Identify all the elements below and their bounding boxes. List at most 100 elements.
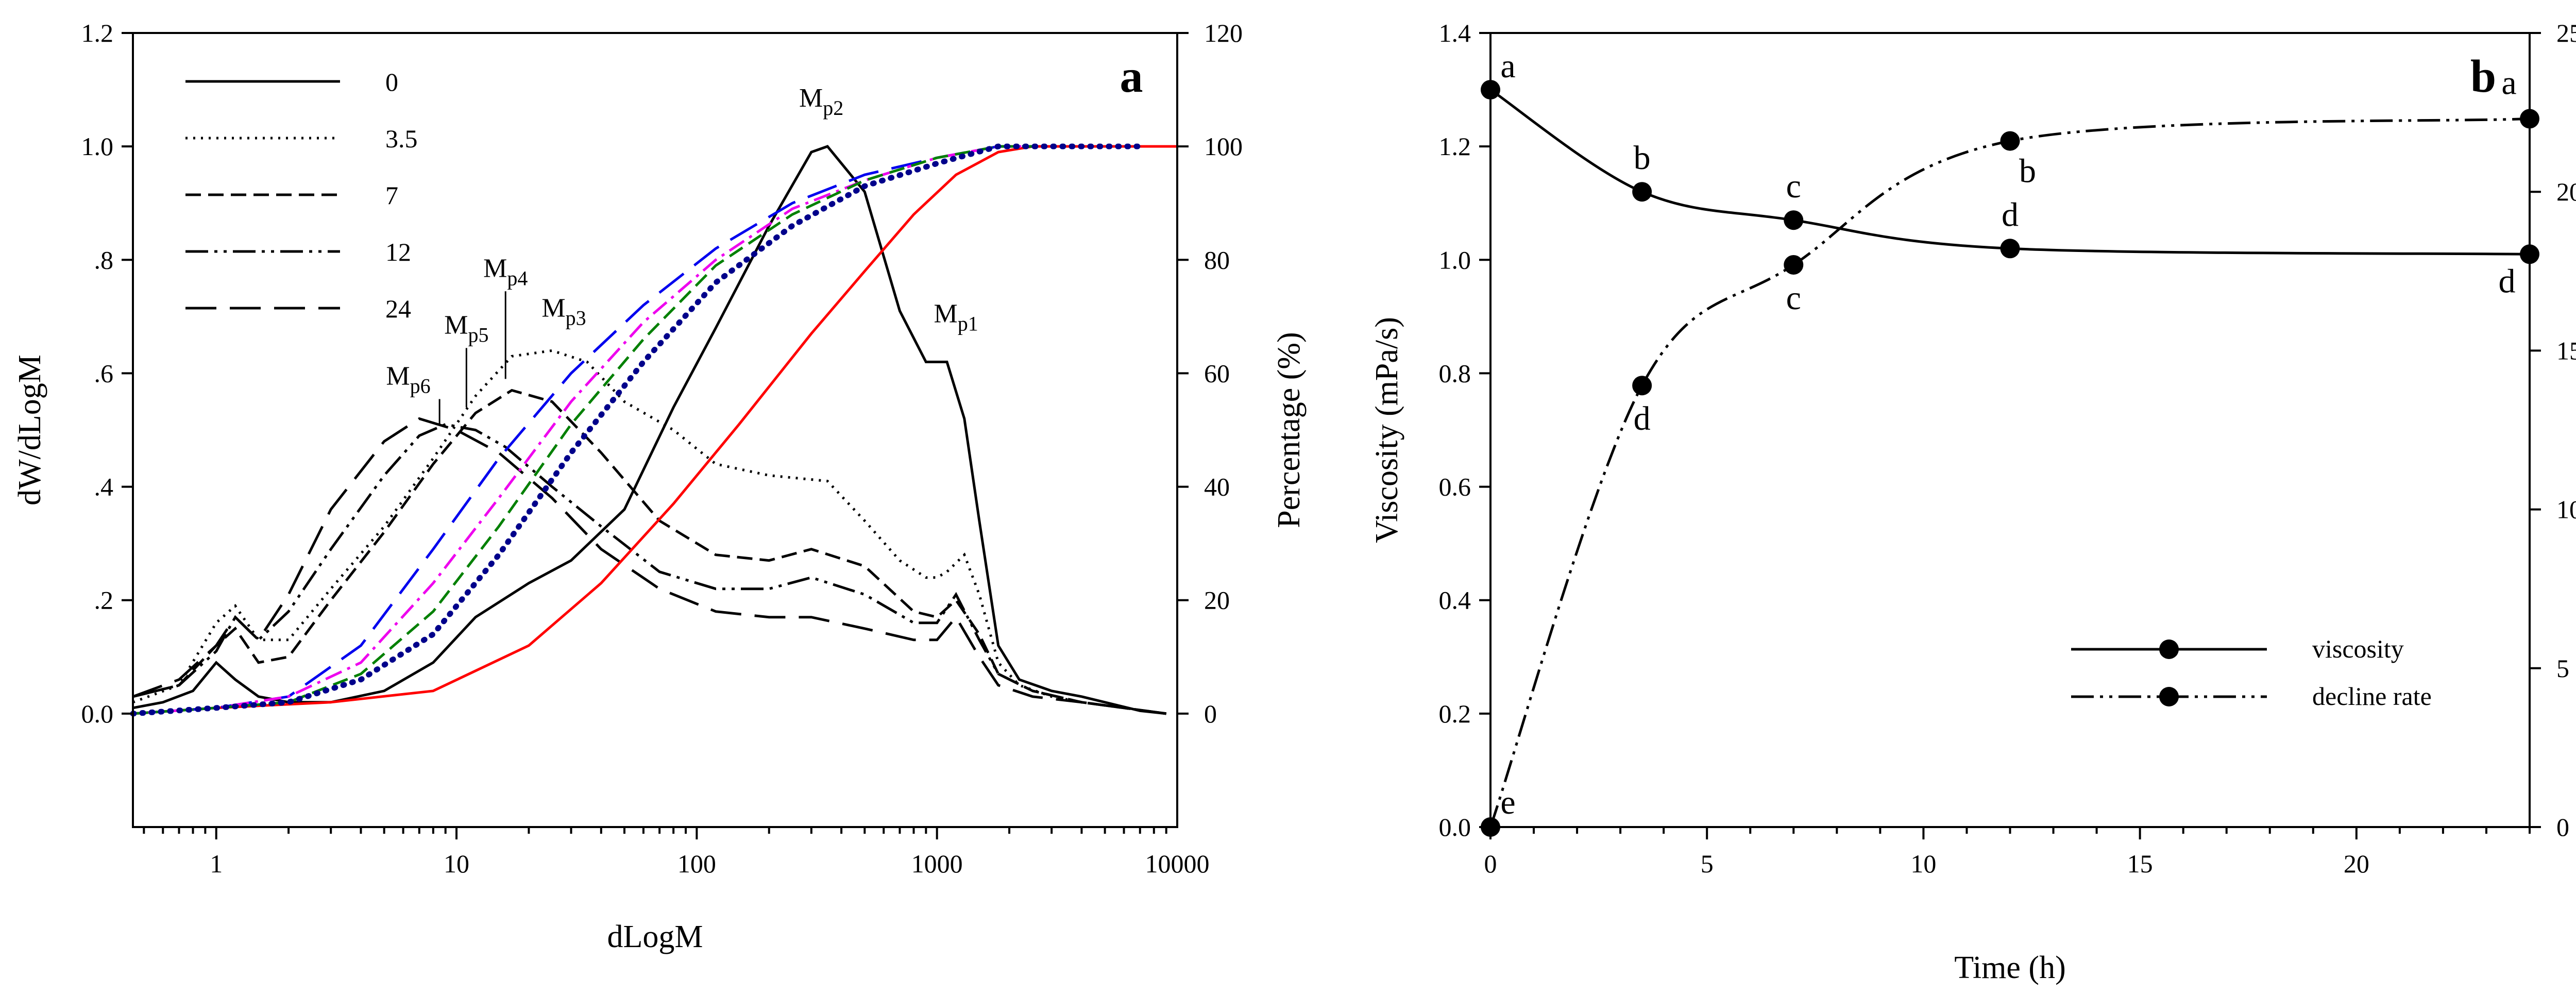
panel-b-ytick-label: 0.0 xyxy=(1439,813,1471,841)
panel-b-data-point xyxy=(1784,210,1804,230)
panel-b-ytick-label: 0.8 xyxy=(1439,359,1471,388)
panel-b-ytick-label: 0.2 xyxy=(1439,699,1471,728)
panel-a-peak-label-prefix: M xyxy=(934,299,957,328)
panel-b-ytick-label: 1.4 xyxy=(1439,19,1471,47)
panel-a-peak-label: Mp3 xyxy=(541,293,586,329)
panel-a-series-line-7 xyxy=(132,145,1033,715)
panel-a-xtick-label: 1000 xyxy=(911,849,963,878)
panel-a-xtick-label: 100 xyxy=(677,849,716,878)
panel-a-xtick-label: 10000 xyxy=(1145,849,1210,878)
panel-b-legend-marker xyxy=(2159,687,2179,706)
panel-b-point-label: b xyxy=(1634,139,1651,177)
panel-a-y2tick-label: 120 xyxy=(1204,19,1243,47)
panel-b-point-label: d xyxy=(2499,262,2516,300)
panel-b-point-label: d xyxy=(2002,196,2019,233)
panel-a-series-line-3 xyxy=(132,423,1167,715)
panel-a-ytick-label: .6 xyxy=(94,359,114,388)
panel-a-series-line-9 xyxy=(130,143,1143,717)
panel-a-yaxis-label: dW/dLogM xyxy=(12,355,47,506)
panel-b-ytick-label: 1.0 xyxy=(1439,245,1471,274)
panel-a-peak-label: Mp4 xyxy=(483,254,528,290)
panel-b-ytick-label: 0.6 xyxy=(1439,473,1471,501)
panel-b-data-point xyxy=(2000,239,2020,259)
panel-a-peak-label-sub: p3 xyxy=(566,306,586,329)
panel-a-ytick-label: .2 xyxy=(94,586,114,615)
panel-b-yaxis-label: Viscosity (mPa/s) xyxy=(1369,317,1404,543)
panel-b-data-point xyxy=(1784,255,1804,275)
panel-b-xtick-label: 0 xyxy=(1484,849,1497,878)
panel-a-series-line-4 xyxy=(132,417,1167,715)
panel-b-legend-marker xyxy=(2159,639,2179,659)
panel-a-peak-label: Mp1 xyxy=(934,299,978,335)
panel-a-y2axis-label: Percentage (%) xyxy=(1272,332,1307,528)
panel-a-series-line-1 xyxy=(132,349,1167,715)
panel-b-legend-label: viscosity xyxy=(2312,634,2404,663)
panel-a-peak-label: Mp5 xyxy=(444,310,488,346)
panel-b-xtick-label: 20 xyxy=(2344,849,2369,878)
panel-a-y2tick-label: 100 xyxy=(1204,132,1243,161)
panel-b-point-label: a xyxy=(2501,64,2516,102)
panel-a-ytick-label: 1.0 xyxy=(81,132,114,161)
panel-a-ytick-label: .4 xyxy=(94,473,114,501)
panel-a-series-line-0 xyxy=(132,145,1166,715)
panel-b-y2tick-label: 25 xyxy=(2556,19,2576,47)
panel-a-peak-label-sub: p4 xyxy=(507,266,528,290)
panel-a-peak-label-prefix: M xyxy=(386,361,410,391)
panel-a-xtick-label: 10 xyxy=(444,849,469,878)
panel-b-data-point xyxy=(1632,182,1652,202)
panel-a-peak-label-prefix: M xyxy=(799,83,823,113)
panel-b-data-point xyxy=(2000,131,2020,151)
panel-b-y2tick-label: 10 xyxy=(2556,495,2576,524)
panel-b-letter: b xyxy=(2470,51,2496,102)
panel-b-xaxis-label: Time (h) xyxy=(1954,950,2065,985)
panel-a-peak-label-prefix: M xyxy=(541,293,565,323)
panel-a-y2tick-label: 0 xyxy=(1204,699,1217,728)
panel-a-letter: a xyxy=(1120,51,1143,102)
panel-a-xtick-label: 1 xyxy=(210,849,223,878)
panel-a-peak-label: Mp6 xyxy=(386,361,430,397)
panel-a-peak-label-prefix: M xyxy=(444,310,468,340)
panel-a-y2tick-label: 60 xyxy=(1204,359,1230,388)
panel-b-xtick-label: 5 xyxy=(1701,849,1714,878)
chart-panel-b: abcddedcba0.00.20.40.60.81.01.21.4051015… xyxy=(1369,19,2576,985)
panel-a-ytick-label: .8 xyxy=(94,245,114,274)
panel-b-xtick-label: 10 xyxy=(1910,849,1936,878)
panel-b-ytick-label: 1.2 xyxy=(1439,132,1471,161)
panel-a-legend-label: 12 xyxy=(385,238,411,266)
panel-b-point-label: d xyxy=(1634,400,1651,437)
panel-a-ytick-label: 0.0 xyxy=(81,699,114,728)
panel-b-legend-label: decline rate xyxy=(2312,682,2432,711)
panel-a-legend-label: 3.5 xyxy=(385,124,418,153)
panel-a-series-line-5 xyxy=(132,145,1177,715)
panel-b-point-label: e xyxy=(1500,784,1515,821)
panel-b-xtick-label: 15 xyxy=(2127,849,2153,878)
panel-b-y2tick-label: 5 xyxy=(2556,654,2569,683)
panel-a-peak-label: Mp2 xyxy=(799,83,843,120)
panel-a-peak-label-sub: p6 xyxy=(410,374,431,397)
panel-a-legend-label: 0 xyxy=(385,68,398,96)
panel-b-y2tick-label: 0 xyxy=(2556,813,2569,841)
panel-a-peak-label-sub: p2 xyxy=(823,96,843,120)
panel-b-series-line-0 xyxy=(1489,89,2530,256)
panel-a-plot-frame xyxy=(132,32,1178,828)
panel-a-legend-label: 24 xyxy=(385,294,411,323)
panel-b-point-label: c xyxy=(1786,279,1801,317)
panel-a-peak-label-prefix: M xyxy=(483,254,507,283)
panel-a-ytick-label: 1.2 xyxy=(81,19,114,47)
panel-a-series-line-6 xyxy=(132,145,1033,715)
panel-a-legend-label: 7 xyxy=(385,181,398,210)
panel-b-y2tick-label: 20 xyxy=(2556,177,2576,206)
panel-a-peak-label-sub: p5 xyxy=(468,323,488,346)
panel-a-peak-label-sub: p1 xyxy=(958,312,978,335)
panel-b-data-point xyxy=(1632,376,1652,396)
panel-a-y2tick-label: 20 xyxy=(1204,586,1230,615)
panel-a-y2tick-label: 80 xyxy=(1204,245,1230,274)
panel-b-y2tick-label: 15 xyxy=(2556,336,2576,365)
panel-b-point-label: a xyxy=(1500,47,1515,85)
panel-b-point-label: c xyxy=(1786,167,1801,205)
panel-a-xaxis-label: dLogM xyxy=(607,919,703,954)
panel-b-point-label: b xyxy=(2019,153,2036,190)
panel-a-y2tick-label: 40 xyxy=(1204,473,1230,501)
